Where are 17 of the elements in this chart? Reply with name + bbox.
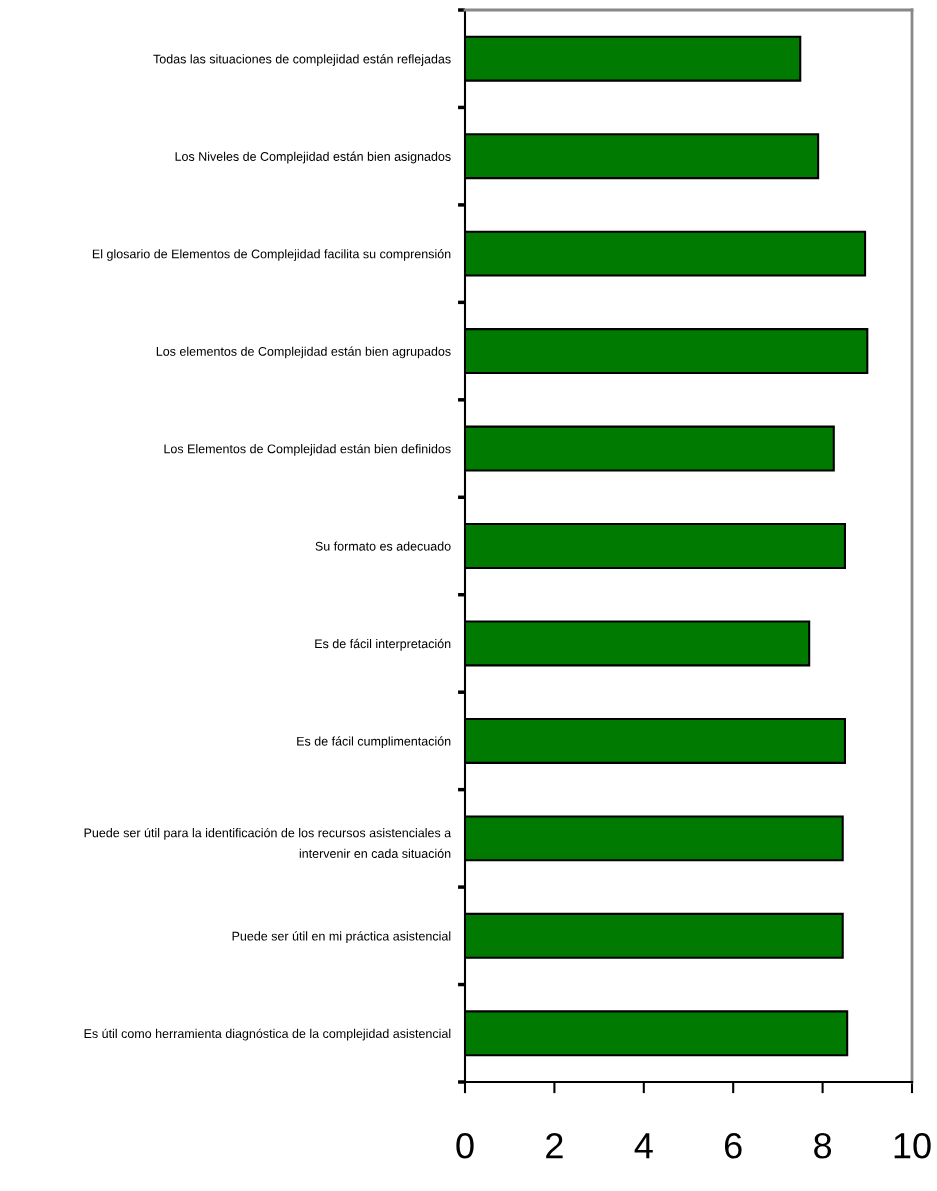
y-tick-label: Su formato es adecuado [315, 541, 451, 551]
y-tick-label: Los Niveles de Complejidad están bien asignados [175, 151, 451, 164]
x-tick-label: 0 [456, 1132, 474, 1159]
x-tick-label: 6 [724, 1132, 742, 1159]
x-tick-label: 8 [814, 1132, 832, 1159]
y-tick-label: Puede ser útil para la identificación de los recursos asistenciales a intervenir en cada situación [84, 827, 452, 858]
x-tick-label: 10 [894, 1132, 931, 1159]
y-tick-label: Los Elementos de Complejidad están bien definidos [164, 443, 451, 456]
y-tick-label: Es de fácil cumplimentación [297, 736, 451, 749]
y-tick-label: Es de fácil interpretación [315, 638, 451, 651]
y-tick-label: Todas las situaciones de complejidad están reflejadas [153, 54, 451, 66]
y-tick-label: El glosario de Elementos de Complejidad facilita su comprensión [92, 249, 451, 261]
x-tick-label: 2 [546, 1132, 563, 1159]
y-tick-label: Es útil como herramienta diagnóstica de la complejidad asistencial [84, 1028, 451, 1041]
x-tick-label: 4 [634, 1133, 653, 1159]
y-tick-label: Puede ser útil en mi práctica asistencial [232, 931, 451, 944]
y-tick-label: Los elementos de Complejidad están bien agrupados [156, 346, 451, 359]
